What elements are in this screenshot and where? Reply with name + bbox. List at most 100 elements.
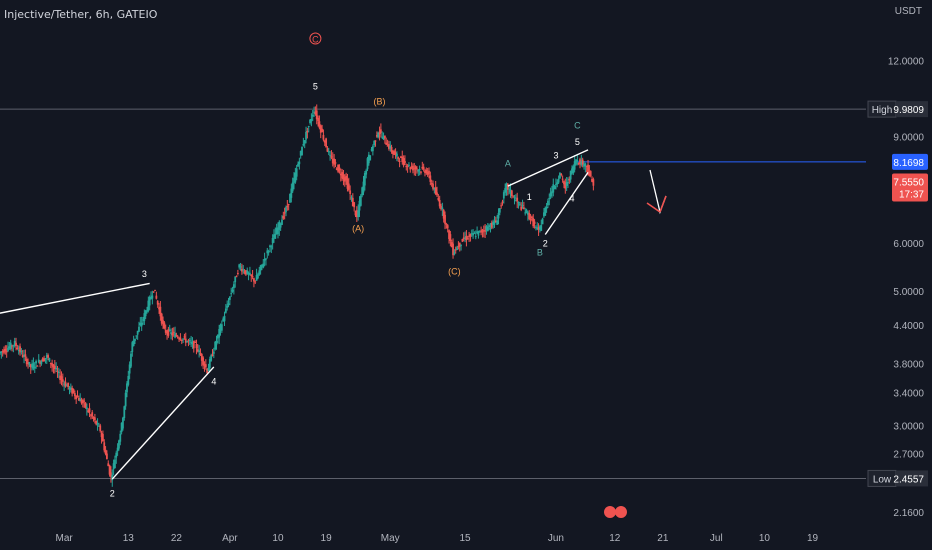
candle-up [492, 221, 495, 225]
economic-event-icon[interactable] [604, 506, 616, 518]
candle-down [469, 234, 472, 237]
x-tick-label: Mar [56, 533, 74, 544]
candle-down [29, 364, 32, 368]
candle-up [279, 223, 282, 228]
candle-down [88, 408, 91, 413]
candle-up [513, 197, 516, 199]
candle-down [335, 168, 338, 170]
candle-up [191, 341, 194, 345]
resistance-price-badge [892, 153, 928, 170]
y-tick-label: 2.1600 [893, 508, 924, 519]
candle-up [536, 227, 539, 229]
candle-up [486, 226, 489, 232]
candle-up [224, 308, 227, 313]
candle-up [278, 221, 281, 230]
candle-up [418, 169, 421, 171]
candle-up [290, 188, 293, 198]
candle-down [5, 351, 8, 353]
candle-up [544, 207, 547, 216]
candle-down [409, 167, 412, 170]
candle-down [414, 166, 417, 170]
x-tick-label: 22 [171, 533, 183, 544]
candle-up [535, 226, 537, 228]
currency-label: USDT [894, 6, 922, 17]
economic-event-icon[interactable] [615, 506, 627, 518]
candle-down [52, 364, 55, 368]
candle-down [422, 166, 425, 170]
y-tick-label: 3.4000 [893, 389, 924, 400]
trendlines[interactable] [0, 149, 589, 480]
candle-up [20, 351, 23, 353]
x-tick-label: Jul [710, 533, 723, 544]
trendline [111, 366, 215, 480]
last-price-badge [892, 173, 928, 202]
candle-down [194, 341, 197, 343]
candle-up [9, 342, 12, 349]
candle-up [571, 168, 573, 172]
time-axis[interactable]: Mar 13 22 Apr 10 19 May 15 Jun 12 21 Jul 10 19 [56, 533, 819, 544]
candle-up [17, 349, 20, 351]
candle-down [206, 368, 209, 373]
candle-up [214, 341, 217, 350]
candle-down [162, 320, 164, 324]
candle-up [358, 200, 361, 211]
price-axis[interactable]: 12.0000 9.0000 6.0000 5.0000 4.4000 3.8000 3.4… [888, 57, 925, 520]
candle-down [171, 333, 174, 336]
candle-down [351, 197, 354, 207]
candle-down [516, 197, 519, 202]
candle-down [154, 289, 156, 291]
candle-up [147, 300, 150, 311]
candle-up [371, 146, 374, 152]
candle-down [4, 348, 7, 352]
candle-down [236, 272, 239, 274]
candle-up [474, 236, 477, 238]
x-tick-label: 19 [321, 533, 333, 544]
wave-label: 3 [553, 151, 558, 161]
candle-down [176, 336, 179, 338]
candle-up [138, 326, 140, 332]
candle-down [438, 200, 441, 207]
candle-up [28, 361, 31, 365]
candle-up [120, 422, 123, 433]
candle-up [547, 200, 549, 206]
candle-down [318, 121, 321, 128]
candle-up [552, 184, 555, 193]
x-tick-label: 21 [657, 533, 669, 544]
candle-up [246, 270, 249, 274]
candle-down [196, 349, 199, 352]
y-tick-label: 5.0000 [893, 287, 924, 298]
candle-down [589, 171, 592, 177]
candle-down [41, 358, 44, 362]
candle-down [80, 400, 83, 404]
candle-down [500, 205, 503, 207]
candle-down [520, 206, 523, 210]
candle-down [401, 156, 404, 163]
candle-down [159, 306, 162, 317]
candle-down [458, 242, 461, 247]
candle-up [182, 338, 184, 340]
candle-up [144, 310, 147, 317]
candle-down [461, 239, 464, 242]
candle-down [39, 361, 41, 364]
candle-down [579, 159, 581, 165]
candle-up [143, 313, 146, 322]
event-icons[interactable] [604, 506, 627, 518]
candle-up [396, 153, 398, 157]
candle-down [446, 225, 449, 229]
candle-down [412, 165, 414, 171]
candle-down [287, 204, 290, 206]
candle-up [565, 182, 568, 186]
candle-down [163, 322, 166, 329]
y-tick-label: 3.0000 [893, 422, 924, 433]
candle-down [250, 274, 253, 277]
candle-down [315, 110, 318, 120]
candle-down [346, 178, 349, 189]
high-value-box [896, 101, 928, 118]
candle-down [537, 227, 540, 230]
candle-up [44, 358, 47, 360]
candle-down [349, 190, 352, 194]
x-tick-label: 12 [609, 533, 621, 544]
candle-down [172, 331, 175, 333]
